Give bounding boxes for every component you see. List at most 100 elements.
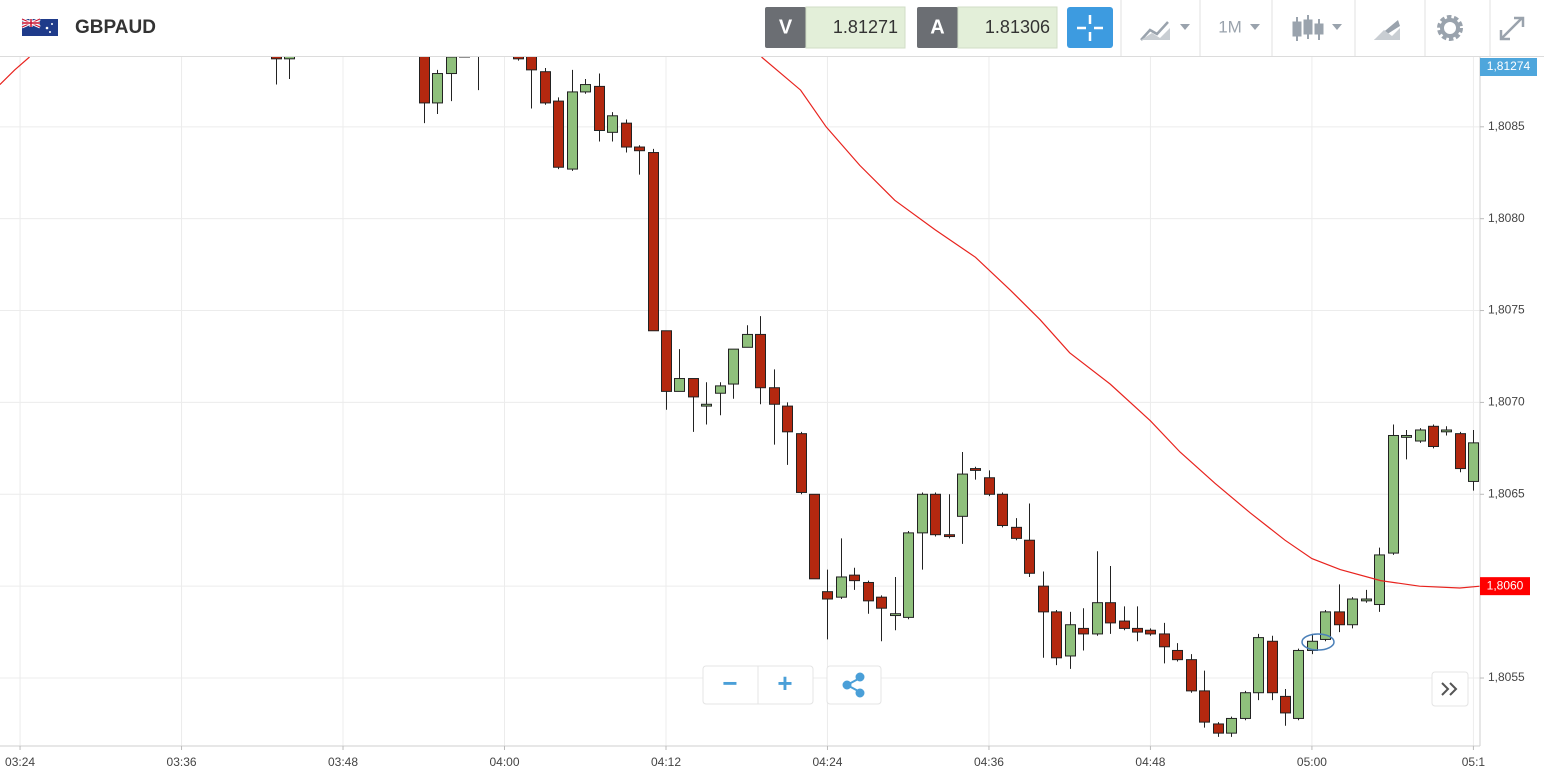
y-tick-label: 1,8080: [1488, 211, 1525, 225]
axes: 1,8055 1,8060 1,8065 1,8070 1,8075 1,8080 1,80…: [5, 58, 1537, 769]
candle-body: [728, 348, 739, 385]
candle-body: [1347, 598, 1358, 626]
bid-price: 1.81271: [833, 17, 898, 37]
crosshair-button[interactable]: [1067, 7, 1113, 48]
ask-price: 1.81306: [985, 17, 1050, 37]
candle-body: [1078, 627, 1089, 635]
candle-body: [1226, 717, 1237, 734]
bid-box[interactable]: [805, 6, 906, 49]
candle-body: [1105, 602, 1116, 624]
candle-body: [1051, 611, 1062, 659]
candle-style-button[interactable]: [1292, 15, 1342, 41]
settings-button[interactable]: [1437, 15, 1463, 41]
share-icon: [842, 672, 865, 698]
candle-body: [553, 100, 564, 168]
candle-body: [1172, 649, 1183, 661]
x-tick-label: 04:24: [812, 755, 842, 769]
price-box: [1480, 58, 1537, 76]
y-tick-label: 1,8065: [1488, 486, 1525, 500]
candle-body: [742, 333, 753, 348]
share-button[interactable]: [826, 665, 882, 705]
zoom-in-button[interactable]: +: [777, 668, 792, 698]
candle-body: [944, 534, 955, 538]
candle-body: [1361, 598, 1372, 602]
x-tick-label: 04:48: [1135, 755, 1165, 769]
zoom-controls: − +: [702, 665, 1469, 707]
candle-body: [1011, 526, 1022, 539]
position-marker: [1301, 633, 1335, 651]
candle-body: [769, 387, 780, 405]
scroll-end-button[interactable]: [1431, 671, 1469, 707]
candle-body: [580, 84, 591, 93]
candle-body: [876, 596, 887, 609]
toolbar: GBPAUD V 1.81271 A 1.81306 1M: [0, 0, 1544, 57]
candle-body: [1240, 692, 1251, 719]
candle-body: [1253, 637, 1264, 694]
candle-body: [822, 591, 833, 600]
candle-body: [1213, 723, 1224, 734]
candle-body: [432, 73, 443, 104]
candle-body: [567, 91, 578, 170]
drawing-button[interactable]: [1374, 20, 1400, 40]
plot-area: [0, 57, 1480, 737]
candle-body: [997, 493, 1008, 527]
y-tick-label: 1,8085: [1488, 119, 1525, 133]
candle-body: [634, 146, 645, 152]
candle-body: [755, 333, 766, 389]
x-tick-label: 03:48: [328, 755, 358, 769]
flag-icon: [21, 17, 58, 36]
candle-body: [836, 576, 847, 598]
candle-body: [284, 57, 295, 60]
candle-body: [419, 57, 430, 104]
price-label: 1,81274: [1487, 59, 1531, 73]
chart-type-button[interactable]: [1140, 21, 1190, 41]
candle-body: [890, 613, 901, 617]
candle-body: [607, 115, 618, 133]
bid-label: V: [779, 16, 793, 38]
zoom-out-button[interactable]: −: [722, 668, 737, 698]
candle-body: [1159, 633, 1170, 648]
candle-body: [1455, 433, 1466, 470]
moving-average-line: [761, 57, 1480, 589]
candle-body: [1186, 659, 1197, 692]
candle-body: [1024, 539, 1035, 574]
candle-body: [446, 57, 457, 75]
candle-body: [648, 152, 659, 332]
ask-button[interactable]: [917, 7, 958, 48]
candle-body: [526, 57, 537, 71]
candle-body: [701, 403, 712, 407]
candle-body: [688, 378, 699, 398]
candle-body: [1199, 690, 1210, 723]
candle-body: [1038, 585, 1049, 613]
y-tick-label: 1,8055: [1488, 670, 1525, 684]
ask-box[interactable]: [957, 6, 1058, 49]
fullscreen-button[interactable]: [1499, 16, 1525, 41]
candle-body: [621, 122, 632, 148]
candle-body: [984, 477, 995, 495]
candle-body: [661, 330, 672, 392]
symbol: GBPAUD: [75, 17, 156, 38]
candle-body: [1145, 629, 1156, 635]
x-tick-label: 04:36: [974, 755, 1004, 769]
candle-body: [674, 378, 685, 392]
candle-body: [1280, 695, 1291, 714]
moving-average-line: [0, 57, 30, 86]
scroll-end-icon: [1441, 682, 1458, 696]
candle-body: [540, 71, 551, 104]
candle-body: [796, 433, 807, 493]
timeframe-button[interactable]: 1M: [1218, 17, 1260, 36]
candle-body: [903, 532, 914, 618]
grid: [0, 57, 1480, 746]
candle-body: [782, 405, 793, 433]
candle-body: [513, 57, 524, 60]
candle-body: [1293, 649, 1304, 719]
candle-body: [1320, 611, 1331, 640]
x-tick-label: 04:12: [651, 755, 681, 769]
candle-body: [271, 57, 282, 60]
candle-body: [1468, 442, 1479, 482]
timeframe: 1M: [1218, 17, 1242, 36]
candle-body: [594, 85, 605, 131]
candle-body: [917, 493, 928, 534]
candle-body: [849, 574, 860, 582]
bid-button[interactable]: [765, 7, 806, 48]
